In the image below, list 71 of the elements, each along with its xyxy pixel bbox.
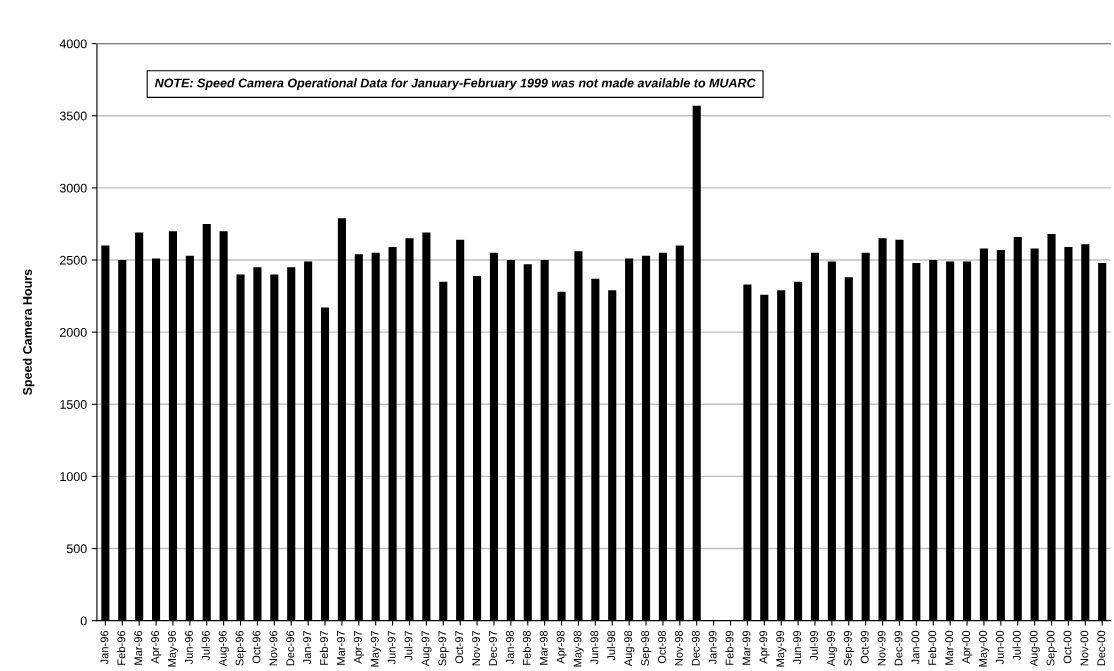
x-tick-label: Jun-96 (184, 630, 193, 665)
x-tick-label: Feb-98 (522, 630, 531, 665)
x-tick-label: Feb-99 (725, 630, 734, 665)
x-tick-label: Aug-99 (826, 630, 838, 667)
y-tick-label: 0 (80, 616, 87, 626)
x-tick-label: Apr-99 (759, 630, 770, 664)
x-tick-label: Feb-00 (928, 630, 937, 665)
y-tick-label: 1000 (60, 472, 87, 482)
x-tick-label: Aug-00 (1029, 630, 1040, 667)
annotation: NOTE: Speed Camera Operational Data for January-February 1999 was not made available to MUARC (154, 78, 756, 90)
x-tick-label: Oct-98 (658, 630, 666, 664)
x-tick-label: Dec-96 (286, 630, 295, 666)
x-tick-label: Nov-98 (674, 630, 683, 666)
x-tick-label: Mar-99 (742, 630, 751, 665)
x-tick-label: Jan-00 (911, 630, 920, 665)
x-tick-label: Mar-98 (539, 630, 548, 665)
x-tick-label: Dec-98 (691, 630, 700, 666)
x-tick-label: Sep-96 (235, 630, 246, 666)
x-tick-label: Jul-96 (201, 630, 210, 661)
x-tick-label: Oct-00 (1063, 630, 1072, 664)
x-tick-label: Apr-97 (353, 630, 364, 664)
y-tick-label: 2500 (60, 255, 87, 265)
x-tick-label: Apr-98 (556, 630, 567, 664)
x-tick-label: Jun-97 (387, 630, 396, 665)
x-tick-label: Jul-97 (404, 630, 413, 661)
x-tick-label: Jan-98 (505, 630, 514, 665)
x-tick-label: Nov-99 (877, 630, 886, 666)
x-tick-label: Apr-96 (151, 630, 162, 664)
x-tick-label: Sep-99 (843, 630, 854, 666)
x-tick-label: Jul-00 (1012, 630, 1021, 661)
x-tick-label: May-00 (979, 630, 990, 667)
x-tick-label: Jun-99 (793, 630, 802, 665)
x-tick-label: Sep-97 (438, 630, 449, 666)
x-tick-label: Sep-00 (1046, 630, 1057, 666)
x-tick-label: Jun-00 (995, 630, 1004, 665)
x-tick-label: Mar-00 (945, 630, 954, 665)
y-axis-title: Speed Camera Hours (22, 269, 35, 395)
x-tick-label: Jul-99 (809, 630, 818, 661)
x-tick-label: Jun-98 (590, 630, 599, 665)
x-tick-label: Dec-99 (894, 630, 903, 666)
x-tick-label: Aug-98 (624, 630, 635, 667)
x-tick-label: Mar-96 (134, 630, 143, 665)
x-tick-label: May-97 (370, 630, 381, 667)
y-tick-label: 1500 (60, 400, 87, 409)
x-tick-label: Dec-97 (489, 630, 497, 666)
x-tick-label: Oct-97 (455, 630, 464, 664)
x-tick-label: May-99 (776, 630, 787, 667)
x-tick-label: May-98 (573, 630, 584, 667)
y-tick-label: 500 (66, 544, 87, 554)
y-tick-label: 3500 (59, 111, 87, 121)
x-tick-label: May-96 (168, 630, 179, 667)
x-tick-label: Oct-99 (860, 630, 869, 664)
x-tick-label: Nov-96 (269, 630, 278, 666)
y-tick-label: 2000 (60, 327, 87, 337)
x-tick-label: Apr-00 (962, 630, 973, 664)
x-tick-label: Feb-96 (117, 630, 126, 665)
y-tick-label: 4000 (59, 39, 87, 49)
x-tick-label: Sep-98 (641, 630, 652, 666)
x-tick-label: Oct-96 (252, 630, 261, 664)
x-tick-label: Nov-00 (1080, 630, 1089, 666)
x-tick-label: Nov-97 (472, 630, 481, 666)
x-tick-label: Jul-98 (607, 630, 616, 661)
x-tick-label: Jan-97 (303, 630, 312, 665)
x-tick-label: Dec-00 (1097, 630, 1106, 666)
x-tick-label: Mar-97 (337, 630, 345, 665)
x-tick-label: Aug-96 (218, 630, 229, 667)
x-tick-label: Jan-96 (100, 630, 109, 665)
x-tick-label: Jan-99 (708, 630, 717, 665)
x-tick-label: Aug-97 (421, 630, 432, 667)
x-tick-label: Feb-97 (319, 630, 328, 665)
y-tick-label: 3000 (59, 183, 87, 193)
